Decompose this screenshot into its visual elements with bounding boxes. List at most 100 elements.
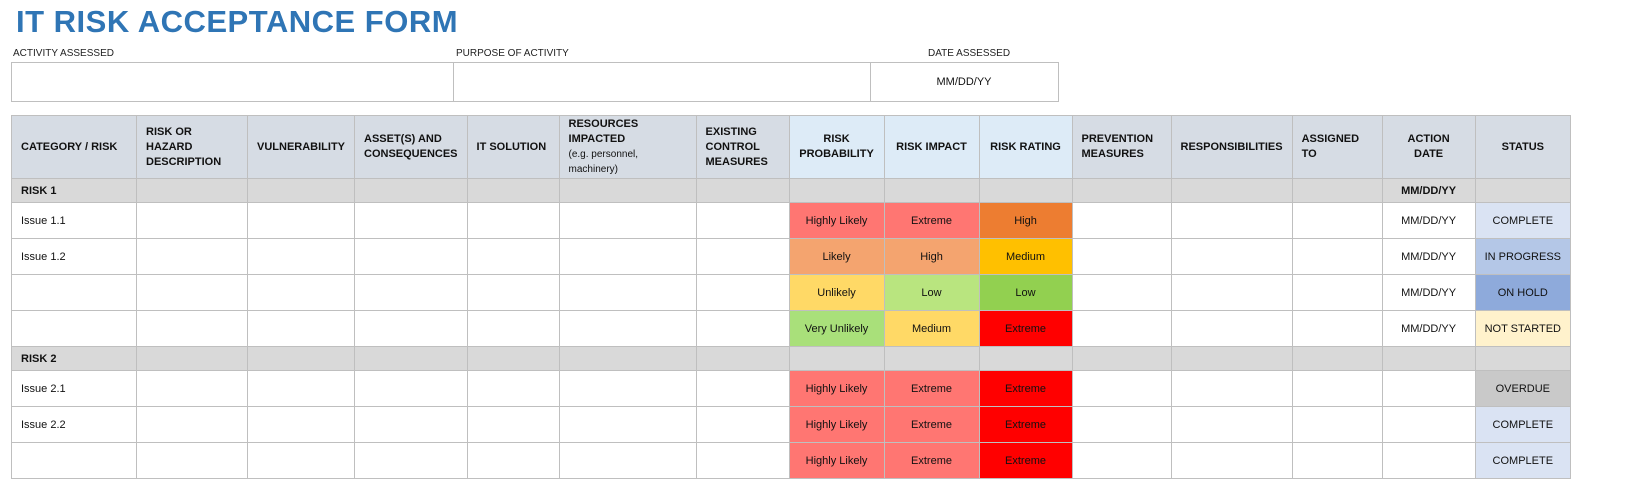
probability-cell[interactable]: Likely — [788, 238, 885, 275]
cell[interactable] — [1291, 202, 1383, 239]
rating-cell[interactable]: Low — [978, 274, 1073, 311]
probability-cell[interactable]: Very Unlikely — [788, 310, 885, 347]
action-date-cell[interactable]: MM/DD/YY — [1381, 178, 1476, 203]
cell[interactable] — [1071, 238, 1172, 275]
rating-cell[interactable]: Extreme — [978, 406, 1073, 443]
cell[interactable] — [136, 370, 248, 407]
cell[interactable] — [695, 406, 790, 443]
cell[interactable] — [247, 238, 355, 275]
cell[interactable] — [247, 442, 355, 479]
date-field[interactable]: MM/DD/YY — [870, 62, 1059, 102]
cell[interactable] — [695, 178, 790, 203]
cell[interactable] — [558, 202, 697, 239]
status-cell[interactable]: NOT STARTED — [1474, 310, 1572, 347]
cell[interactable] — [354, 442, 468, 479]
category-cell[interactable] — [11, 310, 137, 347]
cell[interactable] — [136, 178, 248, 203]
cell[interactable] — [788, 178, 885, 203]
cell[interactable] — [136, 202, 248, 239]
probability-cell[interactable]: Highly Likely — [788, 202, 885, 239]
cell[interactable] — [354, 370, 468, 407]
cell[interactable] — [695, 274, 790, 311]
cell[interactable] — [247, 274, 355, 311]
purpose-field[interactable] — [453, 62, 871, 102]
cell[interactable] — [1071, 202, 1172, 239]
status-cell[interactable]: ON HOLD — [1474, 274, 1572, 311]
probability-cell[interactable]: Unlikely — [788, 274, 885, 311]
cell[interactable] — [354, 346, 468, 371]
probability-cell[interactable]: Highly Likely — [788, 442, 885, 479]
cell[interactable] — [788, 346, 885, 371]
impact-cell[interactable]: Low — [883, 274, 980, 311]
cell[interactable] — [1071, 346, 1172, 371]
impact-cell[interactable]: Medium — [883, 310, 980, 347]
cell[interactable] — [466, 238, 560, 275]
cell[interactable] — [978, 346, 1073, 371]
cell[interactable] — [354, 310, 468, 347]
cell[interactable] — [1291, 442, 1383, 479]
cell[interactable] — [247, 370, 355, 407]
category-cell[interactable]: Issue 2.1 — [11, 370, 137, 407]
cell[interactable] — [466, 346, 560, 371]
cell[interactable] — [1170, 406, 1293, 443]
cell[interactable] — [354, 406, 468, 443]
cell[interactable] — [1474, 346, 1572, 371]
category-cell[interactable]: RISK 1 — [11, 178, 137, 203]
cell[interactable] — [247, 178, 355, 203]
status-cell[interactable]: COMPLETE — [1474, 442, 1572, 479]
cell[interactable] — [1170, 202, 1293, 239]
cell[interactable] — [466, 442, 560, 479]
cell[interactable] — [558, 310, 697, 347]
impact-cell[interactable]: Extreme — [883, 370, 980, 407]
cell[interactable] — [695, 442, 790, 479]
status-cell[interactable]: COMPLETE — [1474, 202, 1572, 239]
cell[interactable] — [695, 370, 790, 407]
action-date-cell[interactable]: MM/DD/YY — [1381, 274, 1476, 311]
cell[interactable] — [1291, 406, 1383, 443]
cell[interactable] — [978, 178, 1073, 203]
cell[interactable] — [558, 238, 697, 275]
cell[interactable] — [695, 346, 790, 371]
status-cell[interactable]: COMPLETE — [1474, 406, 1572, 443]
cell[interactable] — [1170, 238, 1293, 275]
cell[interactable] — [1071, 406, 1172, 443]
cell[interactable] — [354, 178, 468, 203]
cell[interactable] — [466, 310, 560, 347]
cell[interactable] — [558, 406, 697, 443]
cell[interactable] — [883, 178, 980, 203]
category-cell[interactable]: RISK 2 — [11, 346, 137, 371]
cell[interactable] — [1170, 442, 1293, 479]
cell[interactable] — [354, 274, 468, 311]
cell[interactable] — [1071, 310, 1172, 347]
action-date-cell[interactable]: MM/DD/YY — [1381, 310, 1476, 347]
cell[interactable] — [1291, 178, 1383, 203]
cell[interactable] — [1071, 178, 1172, 203]
cell[interactable] — [1170, 370, 1293, 407]
action-date-cell[interactable]: MM/DD/YY — [1381, 202, 1476, 239]
rating-cell[interactable]: Extreme — [978, 370, 1073, 407]
cell[interactable] — [136, 274, 248, 311]
cell[interactable] — [136, 310, 248, 347]
cell[interactable] — [558, 346, 697, 371]
cell[interactable] — [1170, 346, 1293, 371]
cell[interactable] — [1291, 370, 1383, 407]
cell[interactable] — [247, 406, 355, 443]
rating-cell[interactable]: Medium — [978, 238, 1073, 275]
category-cell[interactable] — [11, 442, 137, 479]
category-cell[interactable]: Issue 2.2 — [11, 406, 137, 443]
category-cell[interactable]: Issue 1.1 — [11, 202, 137, 239]
category-cell[interactable]: Issue 1.2 — [11, 238, 137, 275]
cell[interactable] — [466, 406, 560, 443]
cell[interactable] — [136, 406, 248, 443]
cell[interactable] — [136, 346, 248, 371]
cell[interactable] — [354, 238, 468, 275]
action-date-cell[interactable] — [1381, 346, 1476, 371]
cell[interactable] — [1474, 178, 1572, 203]
cell[interactable] — [1071, 274, 1172, 311]
cell[interactable] — [247, 202, 355, 239]
cell[interactable] — [558, 274, 697, 311]
cell[interactable] — [558, 178, 697, 203]
cell[interactable] — [1291, 346, 1383, 371]
action-date-cell[interactable] — [1381, 370, 1476, 407]
cell[interactable] — [466, 370, 560, 407]
